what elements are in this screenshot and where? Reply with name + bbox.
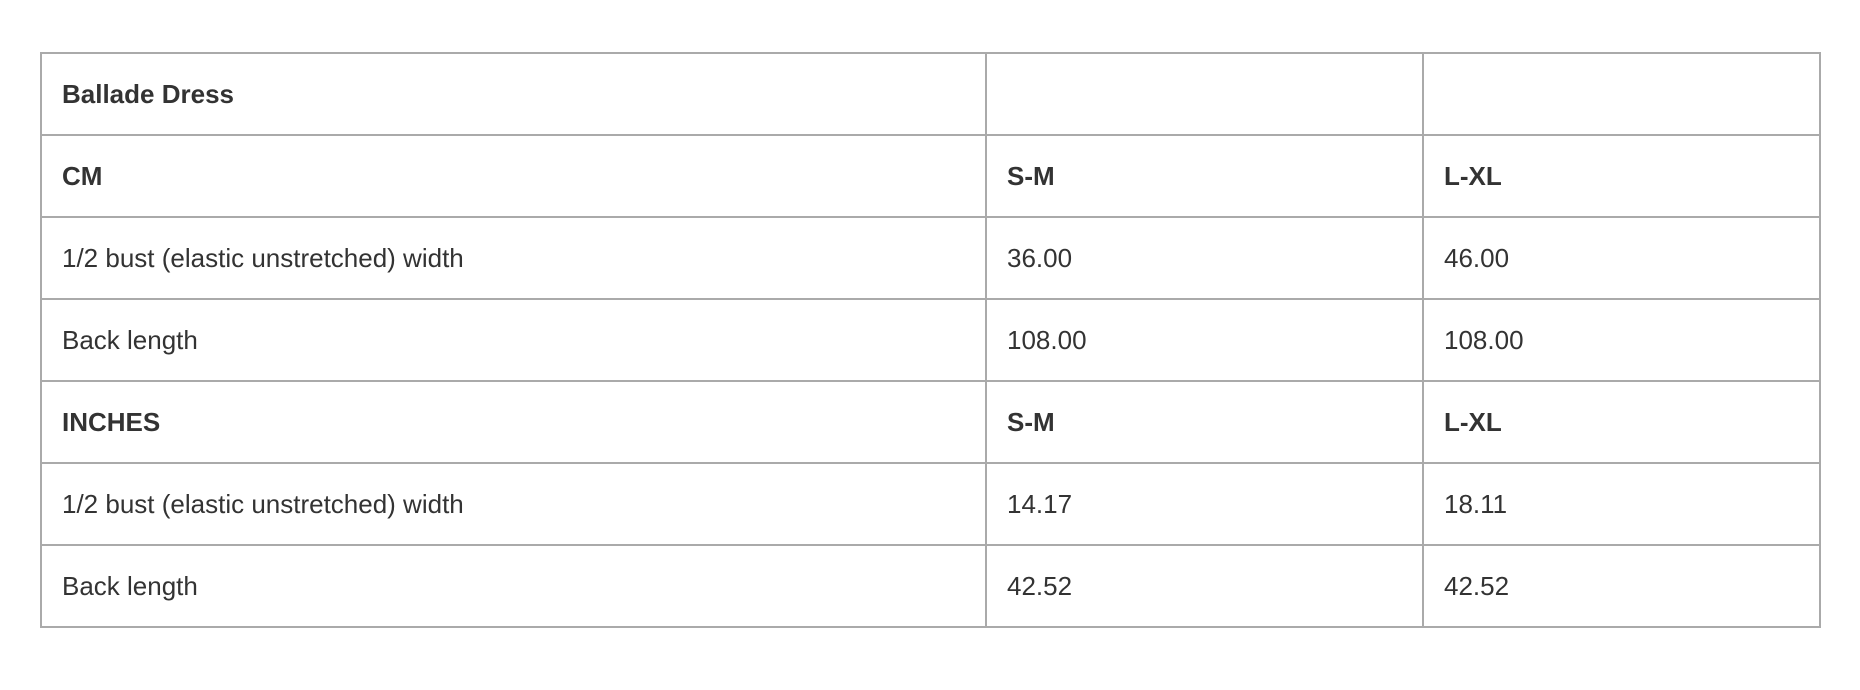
table-cell: 42.52 [985, 544, 1424, 628]
table-cell: S-M [985, 380, 1424, 464]
table-cell: INCHES [40, 380, 987, 464]
table-cell [985, 52, 1424, 136]
size-chart-table: Ballade Dress CM S-M L-XL 1/2 bust (elastic … [40, 52, 1821, 628]
table-cell: 42.52 [1422, 544, 1821, 628]
table-cell: CM [40, 134, 987, 218]
table-row: 1/2 bust (elastic unstretched) width 14.1… [40, 462, 1821, 546]
table-cell: 108.00 [985, 298, 1424, 382]
table-header-row: CM S-M L-XL [40, 134, 1821, 218]
table-cell: L-XL [1422, 380, 1821, 464]
table-cell: 108.00 [1422, 298, 1821, 382]
table-cell: 1/2 bust (elastic unstretched) width [40, 216, 987, 300]
table-row: 1/2 bust (elastic unstretched) width 36.0… [40, 216, 1821, 300]
table-header-row: Ballade Dress [40, 52, 1821, 136]
table-cell: S-M [985, 134, 1424, 218]
table-cell: Back length [40, 544, 987, 628]
table-cell: 18.11 [1422, 462, 1821, 546]
table-cell: 36.00 [985, 216, 1424, 300]
table-cell: 1/2 bust (elastic unstretched) width [40, 462, 987, 546]
table-cell: Ballade Dress [40, 52, 987, 136]
table-cell: Back length [40, 298, 987, 382]
table-cell [1422, 52, 1821, 136]
table-row: Back length 42.52 42.52 [40, 544, 1821, 628]
table-row: Back length 108.00 108.00 [40, 298, 1821, 382]
table-cell: L-XL [1422, 134, 1821, 218]
table-cell: 14.17 [985, 462, 1424, 546]
table-cell: 46.00 [1422, 216, 1821, 300]
table-header-row: INCHES S-M L-XL [40, 380, 1821, 464]
